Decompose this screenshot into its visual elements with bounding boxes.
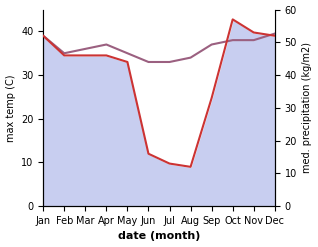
Y-axis label: max temp (C): max temp (C)	[5, 74, 16, 142]
X-axis label: date (month): date (month)	[118, 231, 200, 242]
Y-axis label: med. precipitation (kg/m2): med. precipitation (kg/m2)	[302, 42, 313, 173]
